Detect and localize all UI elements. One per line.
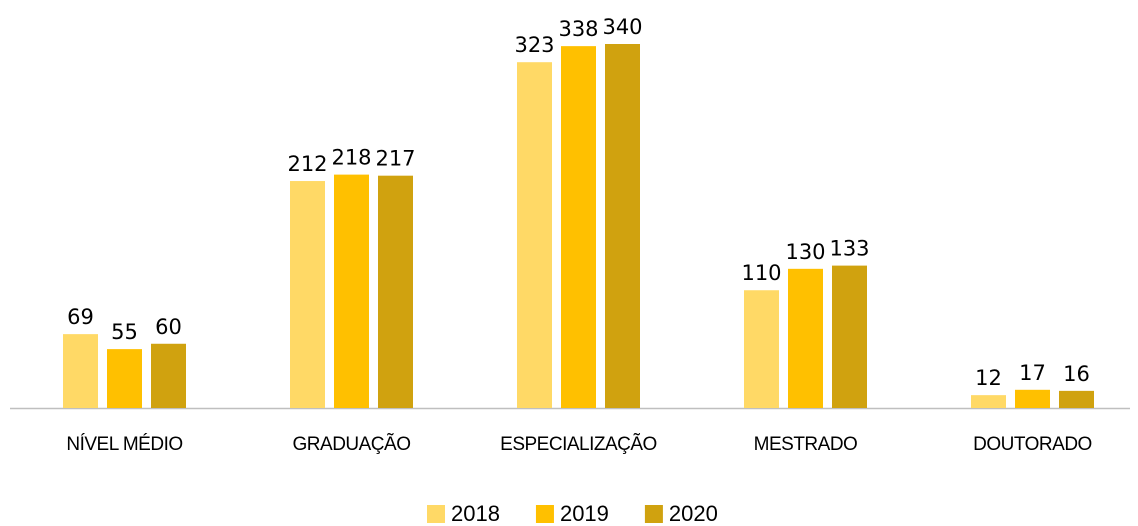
bar <box>605 44 640 408</box>
legend-swatch <box>644 505 663 523</box>
value-label: 340 <box>602 15 642 39</box>
value-label: 323 <box>514 33 554 57</box>
x-tick-label: NÍVEL MÉDIO <box>66 434 182 455</box>
value-label: 217 <box>375 147 415 171</box>
bar <box>151 343 186 408</box>
bar <box>971 395 1006 408</box>
value-label: 338 <box>558 17 598 41</box>
bar <box>832 265 867 408</box>
x-tick-label: ESPECIALIZAÇÃO <box>500 433 657 455</box>
bar <box>561 46 596 409</box>
bar <box>378 175 413 408</box>
value-label: 130 <box>785 240 825 264</box>
bar <box>1015 389 1050 408</box>
value-label: 110 <box>741 261 781 285</box>
bar <box>788 268 823 408</box>
bar <box>744 290 779 408</box>
value-label: 212 <box>287 152 327 176</box>
bar <box>334 174 369 408</box>
legend-label: 2019 <box>560 501 609 526</box>
legend-swatch <box>427 505 445 523</box>
value-label: 12 <box>975 366 1002 390</box>
bar <box>290 181 325 408</box>
value-label: 16 <box>1063 362 1090 386</box>
value-label: 60 <box>155 315 182 339</box>
legend-label: 2020 <box>669 501 718 526</box>
value-label: 69 <box>67 305 94 329</box>
legend-swatch <box>535 505 554 523</box>
bar <box>107 349 142 408</box>
x-tick-label: GRADUAÇÃO <box>293 433 411 455</box>
value-label: 218 <box>331 146 371 170</box>
x-tick-label: MESTRADO <box>754 434 858 455</box>
x-tick-label: DOUTORADO <box>973 434 1092 455</box>
bar <box>517 62 552 408</box>
bar <box>1059 390 1094 408</box>
value-label: 55 <box>111 320 138 344</box>
value-label: 133 <box>829 237 869 261</box>
value-label: 17 <box>1019 361 1046 385</box>
bar <box>63 334 98 408</box>
legend-label: 2018 <box>451 501 500 526</box>
